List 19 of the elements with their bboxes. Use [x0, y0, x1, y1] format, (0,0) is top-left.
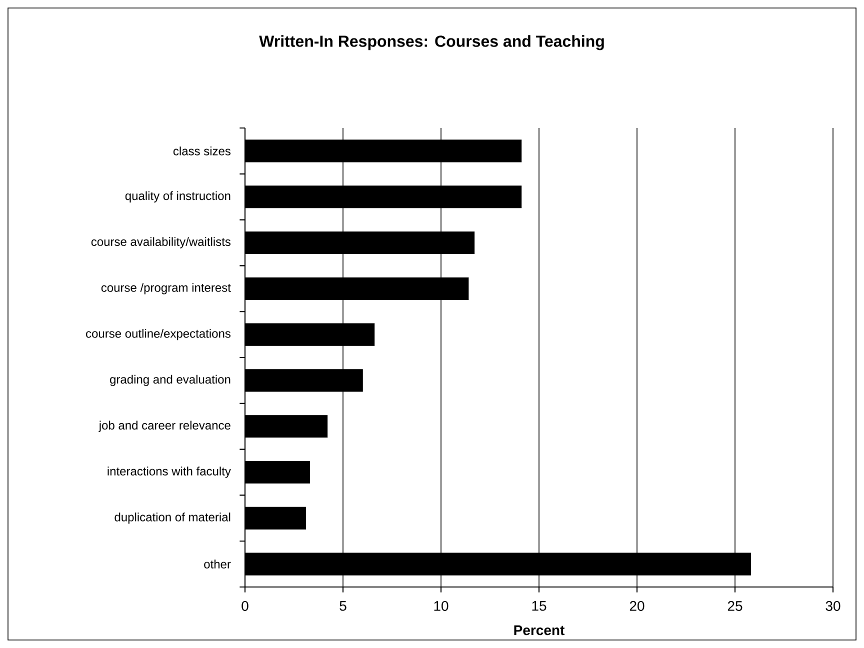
x-tick-label: 25 — [728, 601, 742, 611]
y-tick-label: course /program interest — [101, 283, 231, 294]
y-tick-label: course outline/expectations — [86, 328, 231, 340]
y-tick-label: duplication of material — [114, 512, 230, 524]
x-tick-label: 30 — [826, 601, 840, 611]
x-tick-label: 10 — [434, 601, 448, 611]
x-tick-label: 5 — [340, 601, 346, 611]
y-tick-label: grading and evaluation — [110, 374, 230, 386]
x-tick-label: 0 — [242, 601, 248, 611]
y-tick-label: other — [204, 560, 231, 568]
x-tick-label: 20 — [630, 601, 644, 611]
y-tick-label: class sizes — [173, 146, 231, 156]
y-tick-label: interactions with faculty — [108, 466, 231, 478]
x-axis-title: Percent — [514, 625, 565, 636]
y-tick-label: job and career relevance — [98, 420, 230, 432]
y-tick-label: course availability/waitlists — [91, 237, 230, 248]
x-tick-label: 15 — [532, 601, 546, 611]
y-tick-label: quality of instruction — [125, 191, 230, 202]
chart-title: Written-In Responses: Courses and Teaching — [259, 35, 604, 50]
